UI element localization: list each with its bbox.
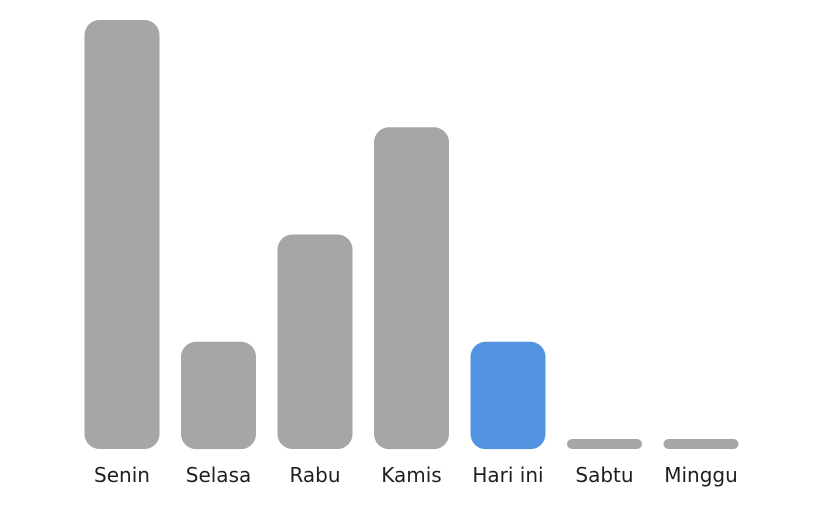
x-axis-labels: Senin Selasa Rabu Kamis Hari ini Sabtu Minggu	[94, 463, 738, 487]
x-tick-label-kamis: Kamis	[381, 463, 441, 487]
x-tick-label-selasa: Selasa	[186, 463, 252, 487]
bar-sabtu	[567, 439, 642, 449]
x-tick-label-rabu: Rabu	[289, 463, 340, 487]
bar-minggu	[663, 439, 739, 449]
bar-hari-ini	[470, 341, 546, 450]
x-tick-label-minggu: Minggu	[664, 463, 738, 487]
bar-rabu	[277, 234, 353, 449]
x-tick-label-hari-ini: Hari ini	[472, 463, 543, 487]
bar-selasa	[181, 341, 256, 450]
x-tick-label-sabtu: Sabtu	[575, 463, 633, 487]
bar-senin	[84, 20, 160, 449]
bar-kamis	[374, 127, 449, 450]
x-tick-label-senin: Senin	[94, 463, 150, 487]
bars-layer	[84, 20, 739, 450]
